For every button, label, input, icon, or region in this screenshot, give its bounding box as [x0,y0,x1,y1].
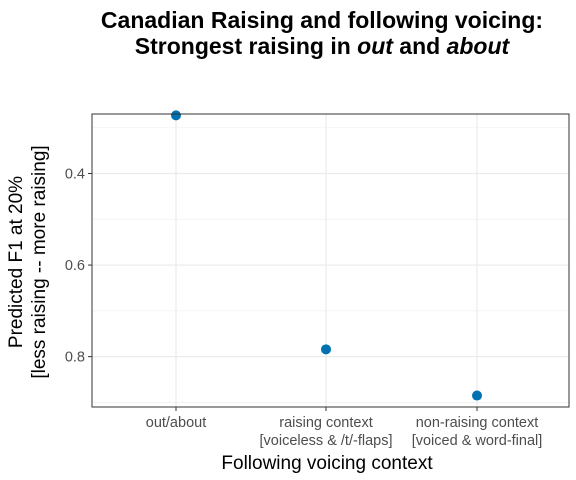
y-axis-title-line2: [less raising -- more raising] [29,145,50,378]
x-axis-title: Following voicing context [221,453,433,474]
plot-border [91,113,570,408]
y-tick-label-1: 0.6 [65,258,85,274]
chart-title-line1: Canadian Raising and following voicing: [101,7,543,33]
y-tick-label-2: 0.8 [65,350,85,366]
y-tick-label-0: 0.4 [65,167,85,183]
plot-area [91,110,570,408]
chart-title-line2: Strongest raising in out and about [135,33,511,59]
data-point-2 [472,390,482,401]
title-text-mid: and [393,33,447,59]
x-tick-label-1: raising context [279,415,373,431]
y-axis: 0.4 0.6 0.8 [65,167,92,366]
y-axis-title-line1: Predicted F1 at 20% [6,176,27,348]
title-text-prefix: Strongest raising in [135,33,357,59]
major-gridlines [92,114,569,407]
x-tick-label-2: non-raising context [416,415,539,431]
data-point-0 [171,110,181,121]
data-point-1 [321,344,331,355]
minor-gridlines [92,127,569,403]
title-emphasis-about: about [447,33,511,59]
x-axis: out/about raising context [voiceless & /t/… [146,407,543,449]
data-points [171,110,482,401]
plot-background [92,114,569,407]
x-tick-label-0: out/about [146,415,206,431]
x-tick-label-2-line2: [voiced & word-final] [412,433,543,449]
title-emphasis-out: out [357,33,394,59]
x-tick-label-1-line2: [voiceless & /t/-flaps] [260,433,393,449]
